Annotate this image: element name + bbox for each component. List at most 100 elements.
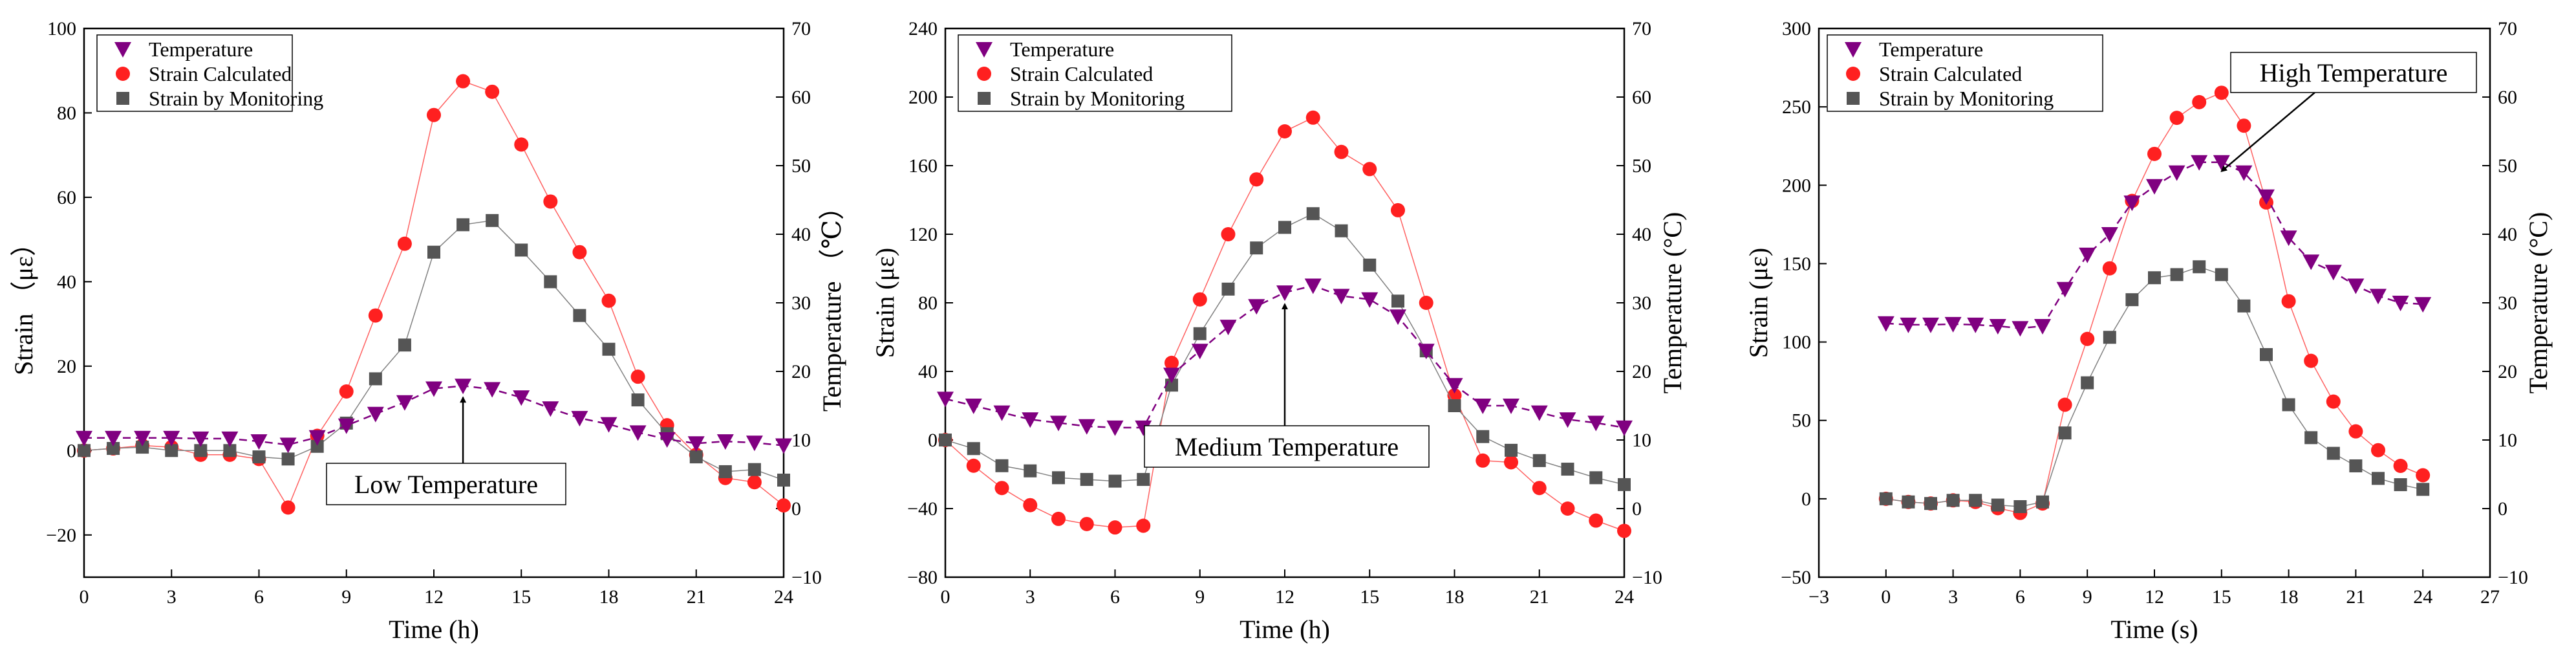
y-tick-label: 200: [1782, 175, 1811, 196]
temperature-point: [192, 431, 209, 447]
temperature-point: [1587, 415, 1605, 432]
temperature-point: [1530, 405, 1548, 421]
strain-calculated-point: [2371, 443, 2385, 457]
temperature-point: [2012, 321, 2029, 337]
strain-monitoring-point: [777, 473, 790, 487]
strain-calculated-point: [747, 475, 762, 490]
x-tick-label: 12: [1275, 586, 1294, 608]
y2-tick-label: −10: [2498, 567, 2528, 588]
temperature-point: [513, 390, 530, 406]
temperature-point: [484, 382, 501, 398]
strain-monitoring-line: [1885, 266, 2423, 507]
y2-tick-label: 30: [791, 292, 811, 314]
temperature-point: [1559, 412, 1576, 428]
strain-calculated-point: [1192, 292, 1207, 307]
strain-monitoring-point: [573, 309, 586, 322]
temperature-point: [1390, 309, 1406, 325]
strain-calculated-point: [1504, 455, 1518, 470]
legend-label-strain-monitoring: Strain by Monitoring: [1879, 87, 2054, 110]
strain-monitoring-point: [2036, 495, 2049, 509]
y-tick-label: 0: [67, 440, 76, 461]
y2-axis-label: Temperature (°C): [1658, 212, 1687, 394]
temperature-point: [1417, 344, 1435, 360]
y2-tick-label: 30: [1632, 292, 1651, 314]
strain-calculated-point: [427, 107, 441, 122]
y-tick-label: 150: [1782, 253, 1811, 274]
legend-marker-temperature: [976, 42, 993, 58]
strain-calculated-point: [1108, 520, 1122, 535]
strain-calculated-point: [2102, 261, 2117, 276]
x-tick-label: 21: [2346, 586, 2365, 608]
temperature-point: [2079, 247, 2096, 263]
strain-monitoring-point: [1391, 294, 1404, 308]
temperature-point: [658, 432, 676, 448]
y-tick-label: 100: [47, 18, 76, 39]
strain-monitoring-point: [1448, 399, 1461, 412]
y2-tick-label: 10: [2498, 430, 2517, 451]
y2-tick-label: −10: [1632, 567, 1662, 588]
strain-monitoring-point: [136, 441, 149, 454]
x-tick-label: 15: [1360, 586, 1379, 608]
strain-monitoring-point: [1476, 430, 1490, 443]
y-tick-label: −40: [907, 498, 938, 520]
strain-monitoring-point: [107, 442, 120, 456]
x-tick-label: 18: [1445, 586, 1465, 608]
strain-calculated-point: [1136, 518, 1151, 533]
strain-calculated-point: [2393, 458, 2408, 473]
temperature-point: [134, 430, 151, 446]
temperature-point: [1135, 420, 1152, 436]
temperature-point: [2302, 254, 2320, 270]
x-axis-label: Time (s): [2110, 615, 2198, 644]
temperature-point: [629, 425, 647, 441]
strain-monitoring-point: [1193, 327, 1207, 340]
temperature-point: [163, 430, 180, 446]
strain-calculated-point: [777, 498, 791, 513]
strain-calculated-point: [630, 369, 645, 384]
strain-calculated-point: [572, 245, 587, 259]
strain-monitoring-point: [995, 459, 1009, 472]
temperature-point: [1333, 289, 1350, 305]
legend-marker-strain-monitoring: [116, 92, 129, 105]
y-tick-label: 120: [908, 224, 938, 245]
legend-label-temperature: Temperature: [1010, 38, 1114, 61]
temperature-point: [600, 417, 617, 433]
y2-tick-label: −10: [791, 567, 822, 588]
strain-monitoring-point: [310, 439, 324, 453]
strain-monitoring-point: [223, 444, 237, 457]
x-tick-label: 15: [511, 586, 531, 608]
temperature-point: [571, 411, 588, 427]
y-tick-label: 80: [918, 292, 938, 314]
strain-calculated-point: [1023, 498, 1038, 512]
strain-calculated-point: [514, 137, 529, 152]
x-tick-label: 0: [1881, 586, 1891, 608]
strain-calculated-point: [2416, 468, 2431, 483]
strain-calculated-point: [1334, 144, 1349, 159]
strain-calculated-point: [2304, 353, 2319, 368]
x-tick-label: 3: [167, 586, 177, 608]
x-tick-label: 6: [1110, 586, 1120, 608]
strain-monitoring-point: [689, 450, 703, 464]
strain-monitoring-point: [2260, 347, 2273, 361]
strain-monitoring-point: [1924, 497, 1937, 511]
annotation-arrow: [2220, 92, 2315, 172]
temperature-point: [716, 434, 734, 450]
strain-monitoring-point: [1278, 221, 1291, 234]
temperature-point: [1503, 399, 1519, 414]
strain-calculated-point: [1249, 172, 1264, 187]
strain-monitoring-point: [2372, 472, 2385, 485]
temperature-point: [2191, 155, 2208, 171]
annotation-box: [326, 463, 566, 505]
strain-monitoring-point: [1969, 494, 1982, 507]
temperature-point: [250, 434, 268, 450]
x-tick-label: 9: [341, 586, 351, 608]
annotation-box: [2230, 52, 2477, 93]
y2-tick-label: 40: [2498, 224, 2517, 245]
y-tick-label: 20: [57, 356, 76, 377]
strain-monitoring-point: [2170, 268, 2184, 281]
strain-monitoring-point: [1108, 474, 1122, 488]
x-tick-label: 21: [1530, 586, 1549, 608]
y-tick-label: 160: [908, 155, 938, 177]
strain-monitoring-point: [2125, 293, 2139, 307]
strain-monitoring-point: [718, 465, 732, 478]
strain-calculated-line: [83, 80, 784, 509]
